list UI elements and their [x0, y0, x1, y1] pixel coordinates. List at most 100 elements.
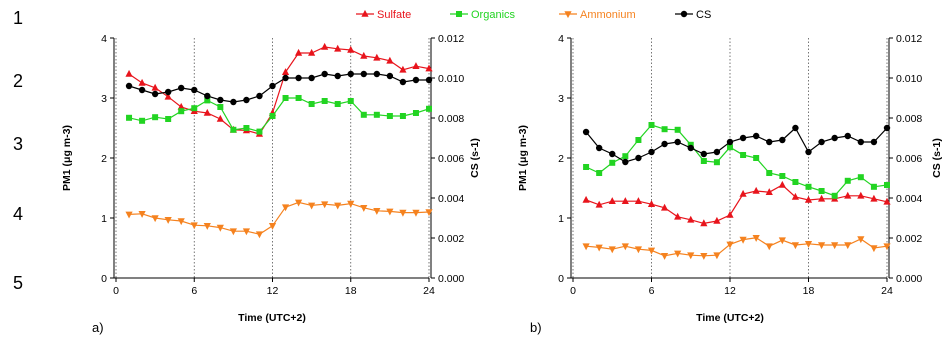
data-point-sulfate: [883, 197, 891, 205]
data-point-cs: [360, 70, 367, 78]
data-point-cs: [282, 74, 289, 82]
row-numbers: 1 2 3 4 5: [13, 8, 23, 293]
y-tick-label-right: 0.006: [896, 153, 922, 165]
legend-marker-organics: [456, 11, 462, 17]
data-point-ammonium: [399, 209, 407, 217]
x-axis-title: Time (UTC+2): [238, 312, 306, 324]
legend-label-ammonium: Ammonium: [580, 9, 636, 21]
legend-label-sulfate: Sulfate: [377, 9, 411, 21]
data-point-cs: [752, 132, 760, 140]
data-point-sulfate: [412, 62, 420, 69]
data-point-sulfate: [726, 210, 734, 218]
x-tick-label: 24: [881, 285, 893, 297]
data-point-organics: [779, 173, 786, 179]
data-point-ammonium: [255, 231, 264, 239]
data-point-ammonium: [308, 202, 316, 210]
data-point-ammonium: [608, 246, 616, 254]
data-point-ammonium: [778, 237, 786, 245]
data-point-sulfate: [844, 191, 852, 199]
data-point-ammonium: [831, 242, 839, 250]
data-point-organics: [753, 155, 760, 161]
data-point-ammonium: [687, 252, 695, 260]
data-point-ammonium: [660, 253, 669, 260]
data-point-cs: [217, 96, 224, 104]
data-point-organics: [674, 126, 681, 133]
x-tick-label: 24: [423, 285, 435, 297]
series-line-ammonium: [586, 237, 888, 257]
data-point-cs: [138, 86, 146, 94]
data-point-organics: [426, 105, 432, 112]
data-point-cs: [256, 92, 263, 100]
data-point-organics: [700, 158, 707, 164]
data-point-organics: [766, 170, 773, 176]
y-tick-label-left: 2: [558, 153, 564, 165]
data-point-ammonium: [883, 243, 891, 251]
y-axis-title-left: PM1 (μg m-3): [61, 125, 73, 191]
data-point-organics: [256, 128, 263, 135]
data-point-ammonium: [844, 242, 852, 250]
data-point-organics: [844, 177, 851, 184]
data-point-organics: [282, 95, 289, 101]
data-point-sulfate: [125, 69, 133, 77]
data-point-ammonium: [190, 222, 198, 230]
data-point-ammonium: [347, 200, 355, 208]
data-point-ammonium: [386, 208, 394, 216]
data-point-sulfate: [817, 194, 826, 202]
data-point-ammonium: [582, 243, 590, 251]
data-point-sulfate: [621, 197, 629, 204]
data-point-organics: [230, 126, 237, 133]
data-point-organics: [165, 116, 172, 122]
data-point-organics: [635, 137, 642, 143]
data-point-organics: [831, 192, 838, 199]
data-point-sulfate: [321, 42, 329, 50]
y-tick-label-right: 0.010: [438, 73, 464, 85]
data-point-organics: [870, 183, 877, 190]
data-point-ammonium: [621, 243, 629, 251]
data-point-ammonium: [791, 242, 800, 250]
data-point-sulfate: [294, 48, 303, 56]
panel-label-a: a): [92, 320, 104, 335]
data-point-organics: [191, 105, 198, 112]
data-point-sulfate: [791, 192, 800, 200]
data-point-ammonium: [765, 243, 773, 251]
y-tick-label-left: 4: [101, 33, 107, 45]
data-point-organics: [661, 126, 668, 133]
series-organics: [126, 95, 432, 135]
y-tick-label-right: 0.006: [438, 153, 464, 165]
panel-b: 0 6 12 18 24012340.0000.0020.0040.0060.0080.…: [517, 33, 943, 324]
data-point-cs: [883, 124, 891, 132]
data-point-cs: [779, 136, 786, 144]
data-point-sulfate: [804, 195, 813, 203]
y-tick-label-left: 1: [558, 213, 564, 225]
data-point-cs: [739, 134, 747, 142]
data-point-cs: [595, 144, 603, 152]
data-point-ammonium: [817, 242, 826, 250]
data-point-sulfate: [700, 219, 708, 227]
data-point-organics: [295, 95, 302, 101]
row-number: 1: [13, 8, 23, 28]
x-axis-title: Time (UTC+2): [696, 312, 764, 324]
data-point-organics: [152, 114, 159, 121]
data-point-sulfate: [582, 195, 590, 203]
data-point-cs: [792, 124, 799, 132]
data-point-cs: [648, 148, 655, 156]
y-tick-label-left: 3: [558, 93, 564, 105]
data-point-organics: [321, 98, 328, 104]
data-point-ammonium: [870, 245, 878, 253]
data-point-ammonium: [177, 218, 185, 226]
legend-label-cs: CS: [696, 9, 711, 21]
data-point-organics: [596, 170, 603, 176]
data-point-organics: [178, 108, 185, 115]
y-tick-label-right: 0.012: [896, 33, 922, 45]
data-point-sulfate: [281, 68, 290, 75]
data-point-organics: [648, 122, 655, 128]
data-point-ammonium: [164, 217, 172, 224]
data-point-ammonium: [752, 235, 760, 242]
legend-marker-sulfate: [361, 9, 369, 17]
data-point-cs: [204, 92, 211, 100]
data-point-sulfate: [334, 44, 342, 52]
data-point-sulfate: [765, 188, 773, 195]
data-point-cs: [766, 138, 773, 146]
data-point-sulfate: [713, 216, 721, 224]
